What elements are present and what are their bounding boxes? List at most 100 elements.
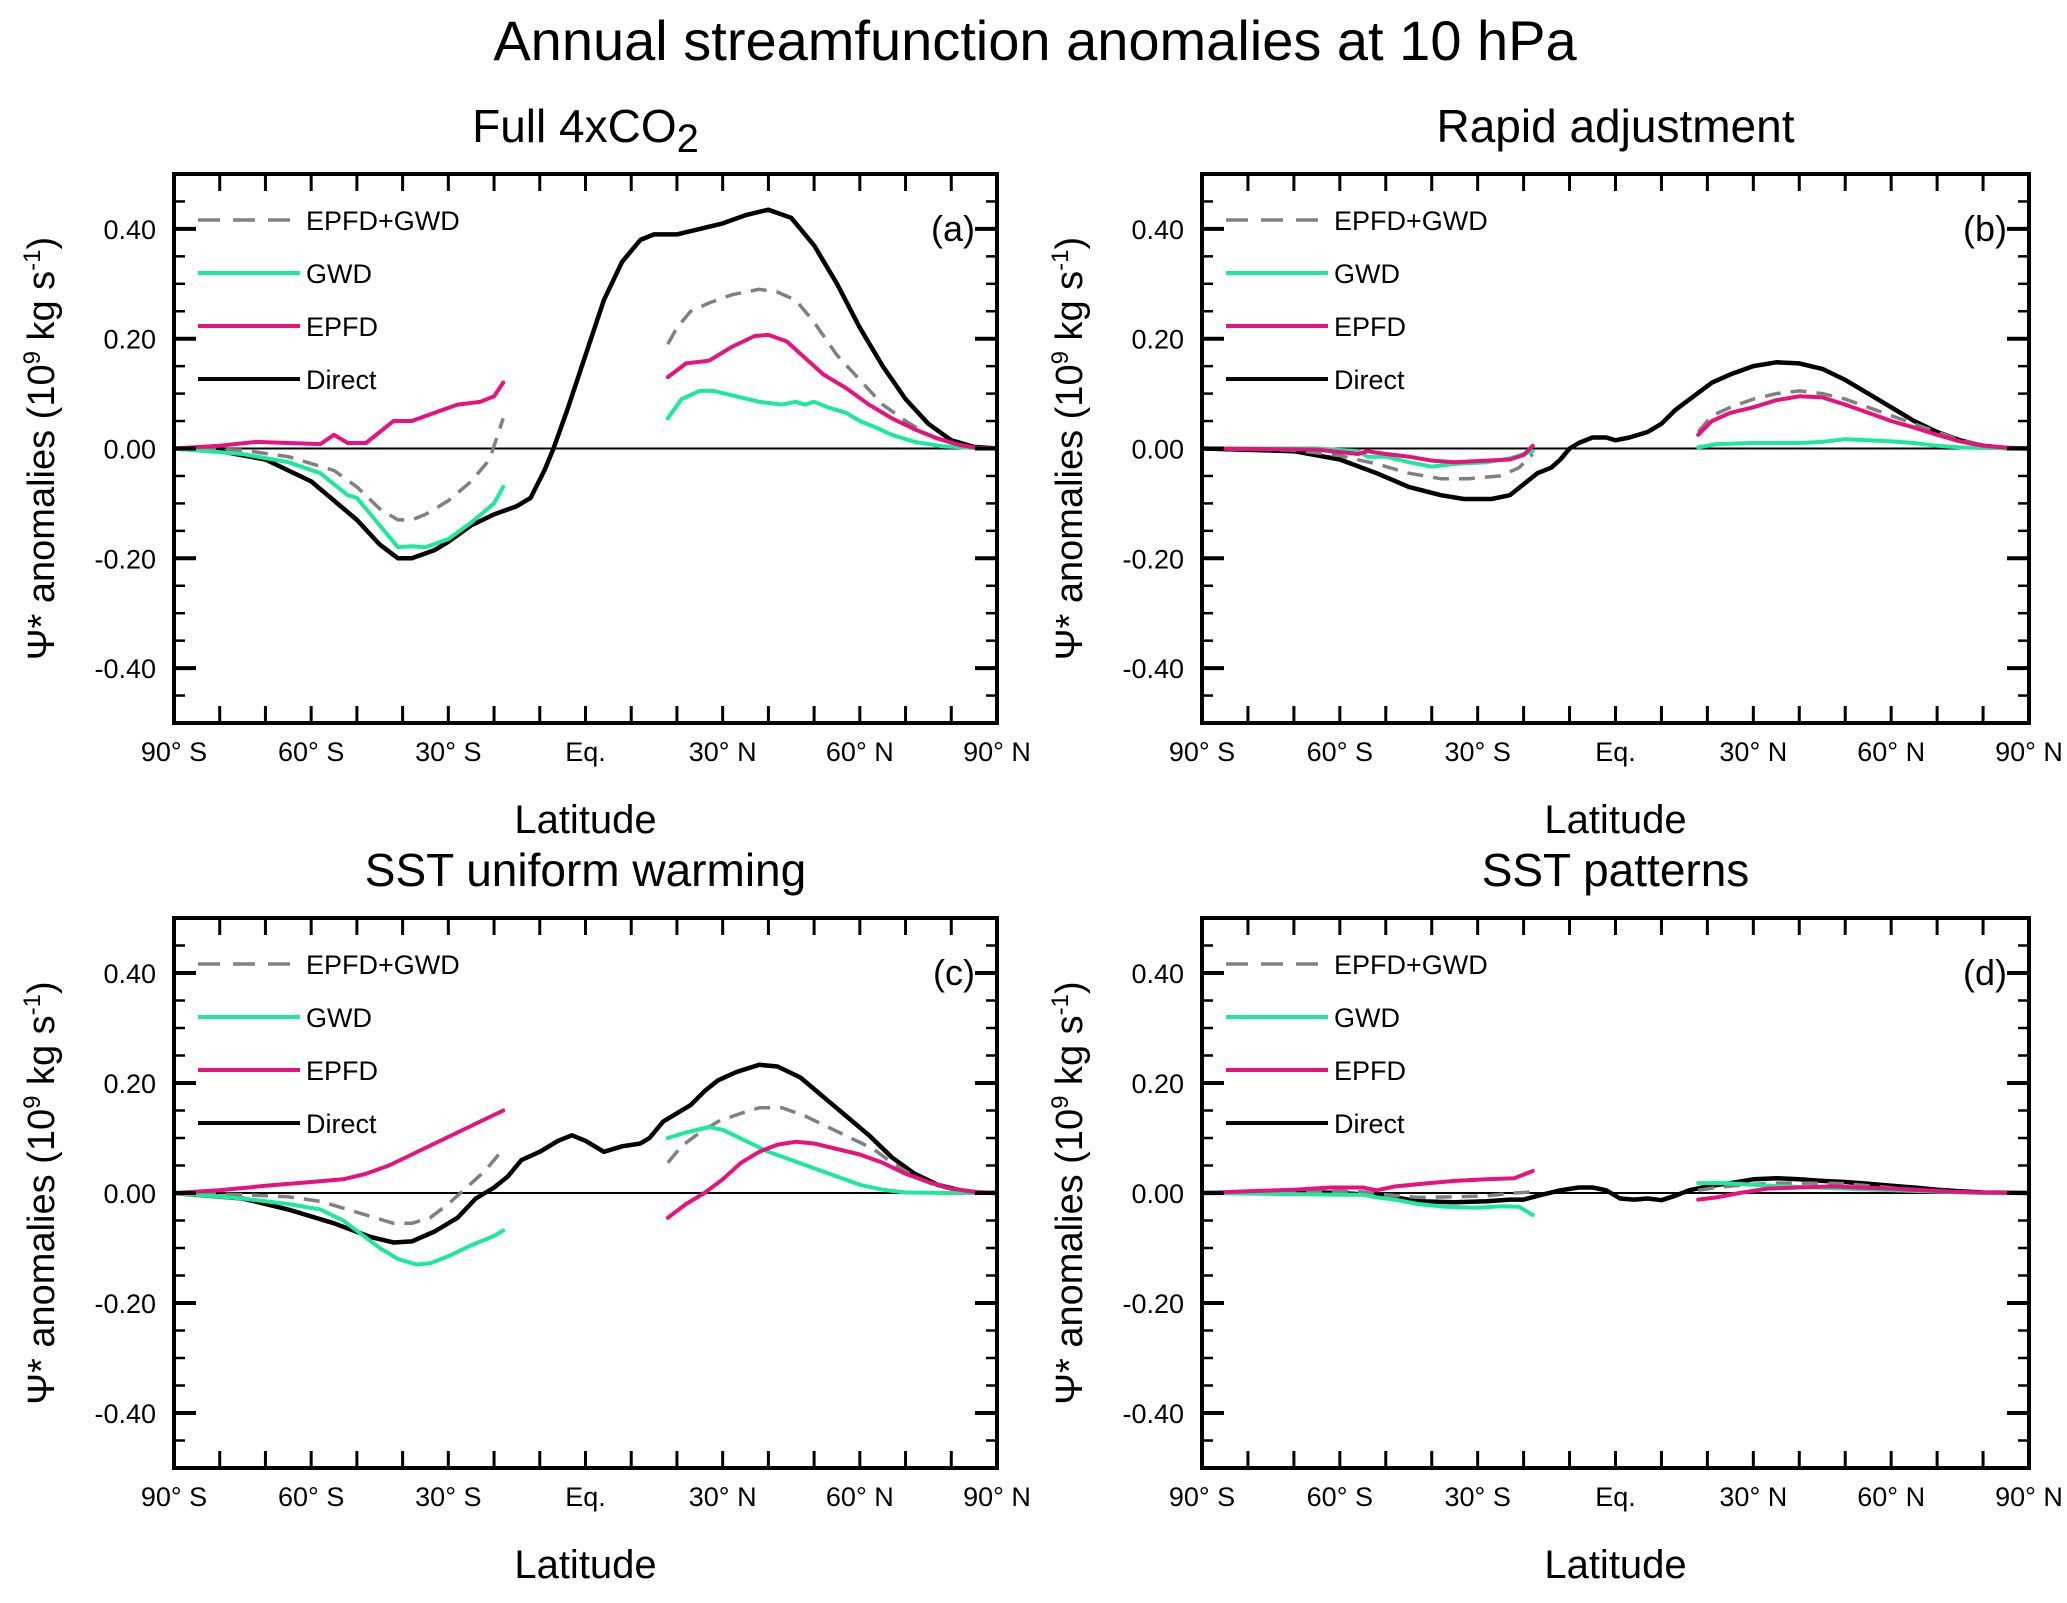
x-tick-label: 30° N	[1719, 1482, 1787, 1512]
legend-label: Direct	[306, 1109, 377, 1139]
series-line-epfd-gwd-sh	[1202, 446, 1535, 481]
y-axis-label-main: Ψ* anomalies (10	[1049, 364, 1091, 660]
legend-label: EPFD	[306, 312, 378, 342]
y-tick-label: 0.00	[1131, 1179, 1184, 1209]
x-tick-label: 60° S	[278, 1482, 344, 1512]
y-axis-label-exp: 9	[19, 1096, 46, 1109]
legend-item-gwd: GWD	[1226, 259, 1400, 289]
y-tick-label: 0.20	[1131, 325, 1184, 355]
x-tick-label: 90° S	[1169, 737, 1235, 767]
series-line-gwd-nh	[665, 388, 997, 451]
panel-title: SST patterns	[1482, 844, 1750, 896]
y-axis-label: Ψ* anomalies (109 kg s-1)	[1047, 237, 1091, 660]
x-tick-label: 90° S	[141, 1482, 207, 1512]
y-axis-label-close: )	[1049, 981, 1091, 994]
x-tick-label: Eq.	[1595, 737, 1636, 767]
series-line-gwd-nh	[1696, 437, 2029, 451]
legend-item-gwd: GWD	[198, 1003, 372, 1033]
legend-label: Direct	[1334, 1109, 1405, 1139]
y-axis-label-main: Ψ* anomalies (10	[21, 364, 63, 660]
y-tick-label: -0.20	[94, 1289, 156, 1319]
series-line-gwd-sh	[174, 1191, 506, 1267]
series-line-direct	[1202, 1175, 2029, 1205]
legend-label: EPFD	[1334, 312, 1406, 342]
x-tick-label: 90° S	[1169, 1482, 1235, 1512]
x-tick-label: Eq.	[565, 737, 606, 767]
y-tick-label: 0.20	[103, 325, 156, 355]
legend-label: GWD	[1334, 259, 1400, 289]
series-line-epfd-gwd-sh	[174, 1147, 505, 1226]
y-axis-label-unit: kg s	[21, 1015, 63, 1095]
x-tick-label: 60° N	[826, 1482, 894, 1512]
x-tick-label: 30° N	[1719, 737, 1787, 767]
panel-title: Full 4xCO2	[472, 100, 699, 161]
x-tick-label: 60° S	[1307, 1482, 1373, 1512]
x-axis-label: Latitude	[514, 1543, 656, 1587]
legend-item-epfd-gwd: EPFD+GWD	[198, 950, 460, 980]
x-tick-label: 60° N	[826, 737, 894, 767]
x-tick-label: 30° S	[415, 1482, 481, 1512]
x-tick-label: 90° N	[963, 737, 1031, 767]
series-group	[1202, 1169, 2029, 1217]
series-line-epfd-sh	[1202, 443, 1535, 465]
y-tick-label: 0.40	[103, 959, 156, 989]
legend-label: EPFD+GWD	[1334, 206, 1488, 236]
y-axis-label-unit: kg s	[1049, 1015, 1091, 1095]
y-tick-label: 0.40	[103, 215, 156, 245]
series-line-direct	[1202, 360, 2029, 502]
x-tick-label: Eq.	[565, 1482, 606, 1512]
x-tick-label: 30° S	[1444, 1482, 1510, 1512]
y-axis-label-exp: 9	[19, 351, 46, 364]
legend-item-direct: Direct	[198, 365, 377, 395]
panel-title-text: Rapid adjustment	[1437, 100, 1795, 152]
panel-title-text: SST patterns	[1482, 844, 1750, 896]
panel-c: SST uniform warming 90° S 60° S 30° S Eq. 30°…	[19, 844, 1031, 1587]
panel-title-subscript: 2	[677, 117, 699, 161]
panel-title-text: Full 4xCO	[472, 100, 676, 152]
x-tick-label: 90° N	[1995, 1482, 2063, 1512]
y-axis-label-main: Ψ* anomalies (10	[21, 1109, 63, 1405]
y-axis-label-close: )	[21, 237, 63, 250]
y-axis-label: Ψ* anomalies (109 kg s-1)	[19, 237, 63, 660]
series-line-epfd-sh	[174, 380, 506, 451]
x-tick-label: Eq.	[1595, 1482, 1636, 1512]
y-axis-label: Ψ* anomalies (109 kg s-1)	[1047, 981, 1091, 1404]
series-line-epfd-gwd-sh	[174, 417, 505, 522]
legend-item-epfd: EPFD	[1226, 312, 1406, 342]
x-tick-label: 30° S	[415, 737, 481, 767]
y-tick-label: -0.40	[1122, 654, 1184, 684]
x-tick-label: 30° N	[689, 737, 757, 767]
series-line-epfd-gwd-nh	[666, 287, 997, 451]
panel-b: Rapid adjustment 90° S 60° S 30° S Eq. 30° N 6…	[1047, 100, 2063, 842]
y-axis-label-main: Ψ* anomalies (10	[1049, 1109, 1091, 1405]
series-line-epfd-gwd-sh	[1202, 1189, 1533, 1200]
legend: EPFD+GWD GWD EPFD Direct	[1226, 950, 1488, 1139]
y-axis-label-exp2: -1	[1047, 249, 1074, 270]
y-axis-label-exp2: -1	[1047, 994, 1074, 1015]
y-tick-label: 0.40	[1131, 959, 1184, 989]
legend: EPFD+GWD GWD EPFD Direct	[198, 950, 460, 1139]
legend-item-epfd: EPFD	[1226, 1056, 1406, 1086]
legend-label: Direct	[1334, 365, 1405, 395]
legend: EPFD+GWD GWD EPFD Direct	[1226, 206, 1488, 395]
panel-tag: (a)	[931, 208, 975, 249]
x-axis-label: Latitude	[1544, 1543, 1686, 1587]
panel-title: SST uniform warming	[365, 844, 806, 896]
legend-item-direct: Direct	[1226, 365, 1405, 395]
legend-label: GWD	[306, 259, 372, 289]
x-tick-label: 60° S	[278, 737, 344, 767]
series-line-epfd-sh	[174, 1108, 506, 1195]
x-axis-label: Latitude	[1544, 798, 1686, 842]
legend-item-direct: Direct	[1226, 1109, 1405, 1139]
y-axis-label-close: )	[21, 981, 63, 994]
y-axis-label-exp: 9	[1047, 1096, 1074, 1109]
x-tick-label: 60° N	[1857, 737, 1925, 767]
y-axis-label: Ψ* anomalies (109 kg s-1)	[19, 981, 63, 1404]
y-axis-label-unit: kg s	[1049, 271, 1091, 351]
legend-item-epfd-gwd: EPFD+GWD	[1226, 950, 1488, 980]
y-tick-label: -0.20	[1122, 1289, 1184, 1319]
legend-item-epfd: EPFD	[198, 1056, 378, 1086]
y-tick-label: 0.20	[103, 1069, 156, 1099]
legend-label: EPFD+GWD	[306, 950, 460, 980]
